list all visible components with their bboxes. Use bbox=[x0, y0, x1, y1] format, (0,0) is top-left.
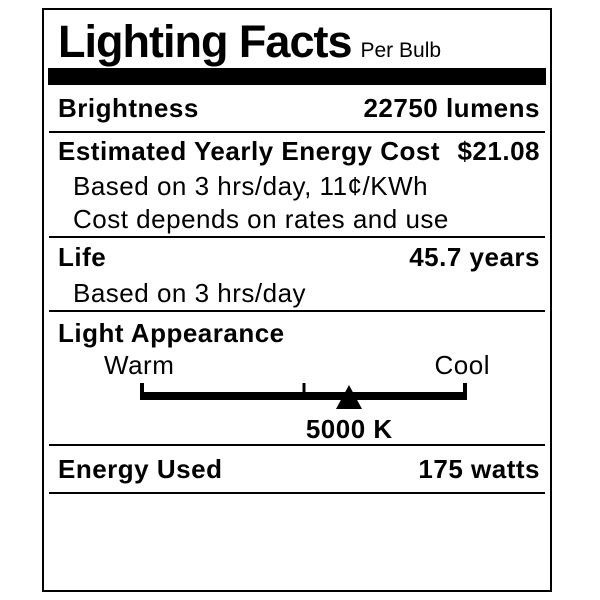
temperature-scale bbox=[140, 383, 467, 413]
brightness-row: Brightness 22750 lumens bbox=[44, 85, 550, 131]
life-value: 45.7 years bbox=[409, 241, 540, 272]
energy-cost-value: $21.08 bbox=[457, 136, 540, 166]
brightness-label: Brightness bbox=[58, 92, 199, 123]
life-note-usage: Based on 3 hrs/day bbox=[73, 277, 307, 308]
life-row: Life 45.7 years bbox=[44, 238, 550, 276]
scale-middle-tick bbox=[302, 383, 305, 400]
brightness-value: 22750 lumens bbox=[363, 92, 540, 123]
energy-cost-note-usage: Based on 3 hrs/day, 11¢/KWh bbox=[73, 171, 429, 201]
temperature-scale-wrap bbox=[44, 380, 550, 414]
energy-used-row: Energy Used 175 watts bbox=[44, 446, 550, 492]
energy-used-label: Energy Used bbox=[58, 453, 223, 484]
row-divider bbox=[49, 131, 545, 133]
scale-track bbox=[140, 392, 467, 400]
light-appearance-header: Light Appearance bbox=[58, 317, 285, 348]
cool-label: Cool bbox=[434, 349, 490, 380]
kelvin-value: 5000 K bbox=[305, 413, 393, 444]
per-bulb-subtitle: Per Bulb bbox=[360, 39, 442, 62]
kelvin-row: 5000 K bbox=[44, 414, 550, 444]
title-row: Lighting Facts Per Bulb bbox=[44, 10, 550, 68]
page-title: Lighting Facts bbox=[58, 16, 352, 67]
scale-left-end-tick bbox=[140, 383, 144, 400]
scale-right-end-tick bbox=[463, 383, 467, 400]
energy-used-value: 175 watts bbox=[418, 453, 540, 484]
row-divider bbox=[49, 310, 545, 312]
life-label: Life bbox=[58, 241, 107, 272]
warm-label: Warm bbox=[104, 349, 175, 380]
energy-cost-label: Estimated Yearly Energy Cost bbox=[58, 136, 441, 166]
row-divider bbox=[49, 236, 545, 238]
title-divider-bar bbox=[48, 68, 546, 85]
row-divider bbox=[49, 444, 545, 446]
row-divider bbox=[49, 492, 545, 494]
energy-cost-note-rates: Cost depends on rates and use bbox=[73, 204, 449, 234]
lighting-facts-label: Lighting Facts Per Bulb Brightness 22750… bbox=[42, 8, 552, 592]
kelvin-anchor: 5000 K bbox=[140, 414, 467, 444]
slider-marker-triangle-icon bbox=[336, 385, 363, 409]
warm-cool-row: Warm Cool bbox=[44, 350, 550, 380]
energy-cost-row: Estimated Yearly Energy Cost $21.08 bbox=[44, 133, 550, 170]
